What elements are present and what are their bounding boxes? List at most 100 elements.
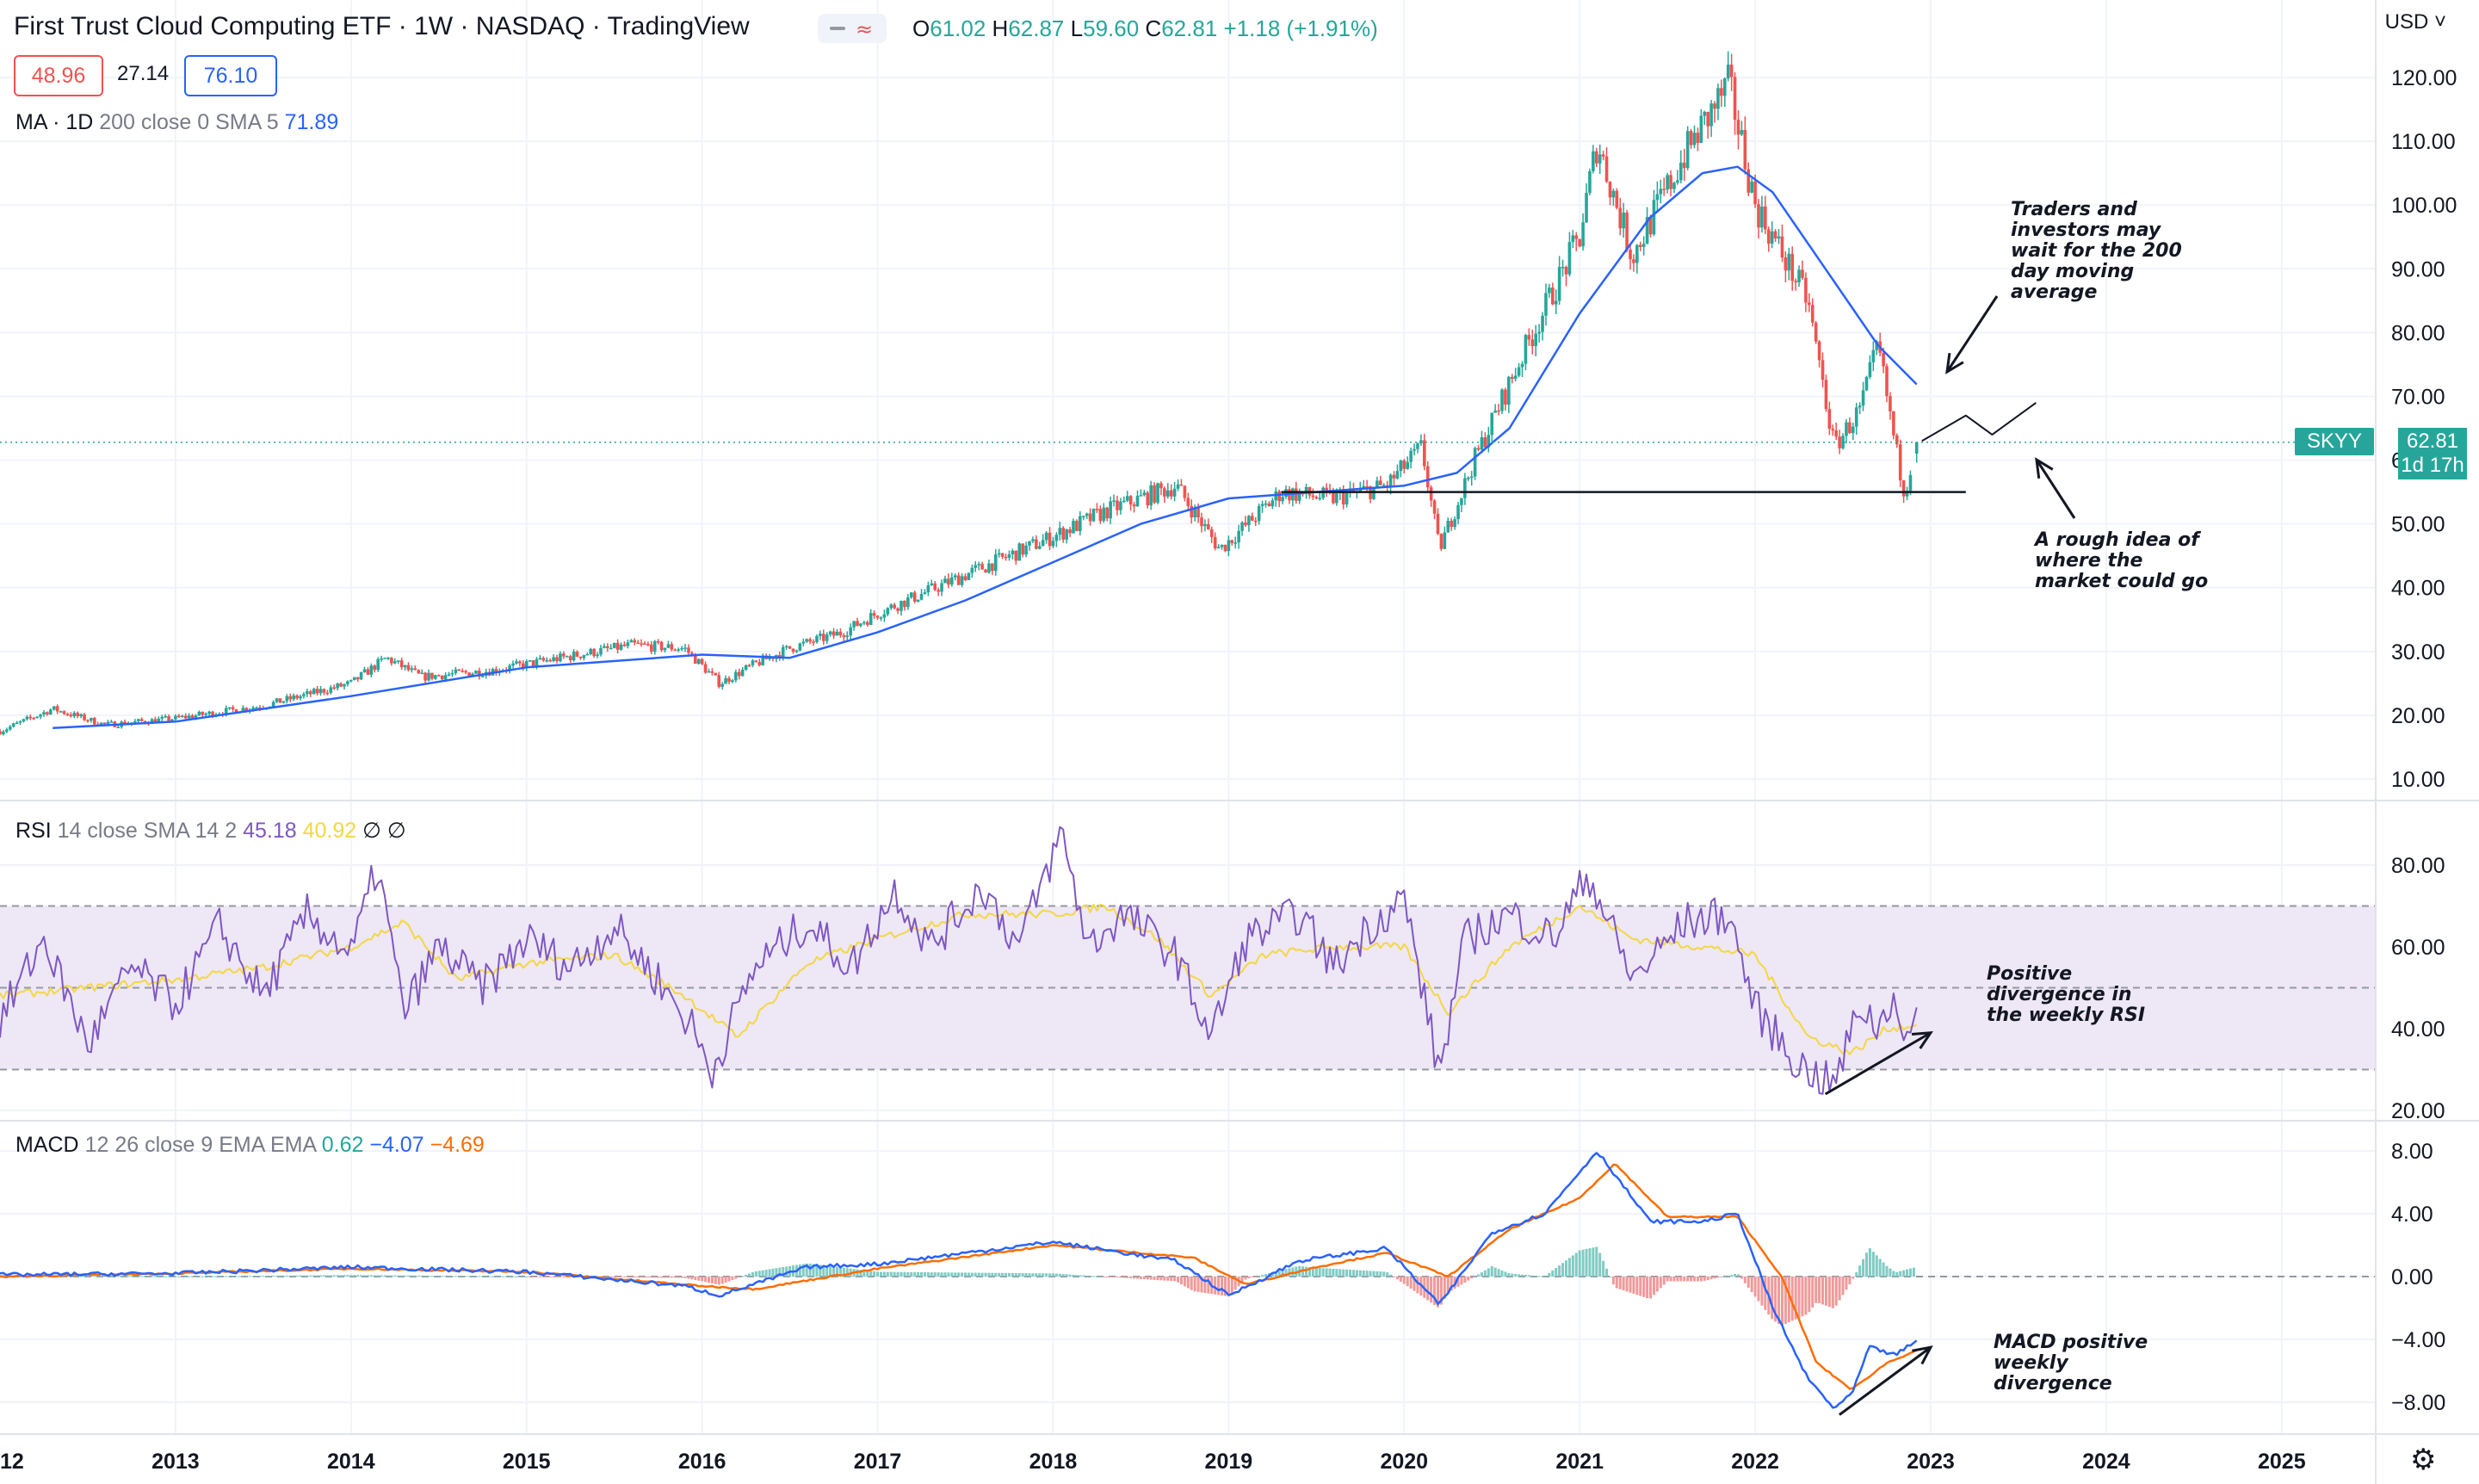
- open-value: 61.02: [930, 15, 986, 41]
- candle-body: [1098, 509, 1103, 522]
- macd-histogram-bar: [457, 1276, 461, 1277]
- candle-body: [99, 722, 103, 726]
- rsi-divergence-arrow: [1824, 1031, 1932, 1096]
- symbol-badge: SKYY: [2295, 428, 2375, 455]
- macd-histogram-bar: [232, 1276, 235, 1277]
- compare-toggle-icon[interactable]: ≈: [818, 14, 887, 43]
- macd-histogram-bar: [275, 1275, 279, 1277]
- candle-body: [1297, 492, 1301, 501]
- candle-body: [1777, 236, 1781, 239]
- macd-histogram-bar: [920, 1271, 924, 1277]
- candle-body: [1864, 376, 1869, 391]
- candle-body: [281, 701, 286, 703]
- candle-body: [306, 691, 309, 695]
- macd-histogram-bar: [1443, 1277, 1446, 1299]
- macd-histogram-bar: [913, 1271, 917, 1277]
- macd-histogram-bar: [842, 1267, 845, 1277]
- macd-histogram-bar: [417, 1275, 420, 1277]
- candle-body: [461, 671, 465, 672]
- macd-histogram-bar: [1139, 1277, 1142, 1279]
- candle-body: [1270, 500, 1275, 507]
- candle-body: [336, 683, 339, 689]
- candle-body: [599, 647, 603, 655]
- macd-histogram-bar: [299, 1275, 302, 1277]
- candle-body: [636, 642, 640, 645]
- rsi-tick-label: 60.00: [2391, 936, 2445, 960]
- candle-body: [1770, 231, 1774, 244]
- candle-body: [251, 708, 255, 710]
- macd-histogram-bar: [1632, 1277, 1635, 1294]
- candle-body: [845, 635, 850, 638]
- macd-histogram-bar: [961, 1272, 964, 1277]
- sell-price-button[interactable]: 48.96: [14, 55, 103, 96]
- candle-body: [869, 613, 873, 625]
- candle-body: [86, 720, 90, 722]
- macd-histogram-bar: [1558, 1265, 1561, 1277]
- candle-body: [318, 689, 323, 694]
- candle-body: [670, 644, 674, 650]
- candle-body: [1105, 507, 1109, 519]
- rsi-legend[interactable]: RSI 14 close SMA 14 2 45.18 40.92 ∅ ∅: [15, 819, 406, 843]
- candle-body: [916, 599, 920, 602]
- macd-histogram-bar: [1017, 1272, 1021, 1277]
- macd-histogram-bar: [1521, 1274, 1524, 1277]
- candle-body: [609, 647, 613, 650]
- settings-gear-icon[interactable]: ⚙: [2410, 1444, 2437, 1476]
- ma-legend[interactable]: MA · 1D 200 close 0 SMA 5 71.89: [15, 110, 339, 134]
- candle-body: [22, 719, 26, 722]
- candle-body: [1102, 507, 1106, 522]
- candle-body: [1808, 302, 1811, 306]
- candle-body: [1615, 190, 1619, 208]
- candle-body: [1017, 543, 1022, 561]
- macd-histogram-bar: [1351, 1270, 1355, 1277]
- macd-tick-label: −8.00: [2391, 1391, 2445, 1415]
- macd-histogram-bar: [1179, 1277, 1183, 1285]
- buy-price-button[interactable]: 76.10: [184, 55, 277, 96]
- candle-body: [1578, 238, 1581, 247]
- candle-body: [197, 711, 201, 716]
- macd-histogram-bar: [717, 1277, 720, 1285]
- candle-body: [312, 689, 316, 695]
- candle-body: [1638, 244, 1642, 247]
- macd-histogram-bar: [926, 1272, 930, 1277]
- macd-histogram-bar: [1193, 1277, 1196, 1292]
- candle-body: [1581, 222, 1585, 247]
- candle-body: [1325, 487, 1328, 491]
- price-tick-label: 120.00: [2391, 66, 2457, 90]
- candle-body: [302, 694, 306, 696]
- svg-text:≈: ≈: [856, 17, 873, 41]
- candle-body: [1388, 474, 1393, 488]
- candle-body: [1456, 504, 1460, 520]
- candle-body: [1662, 189, 1666, 190]
- candle-body: [707, 671, 711, 673]
- candle-body: [1497, 410, 1500, 412]
- candle-body: [1213, 536, 1217, 548]
- macd-histogram-bar: [775, 1268, 778, 1277]
- candle-body: [1423, 440, 1426, 467]
- macd-histogram-bar: [822, 1264, 825, 1277]
- candle-body: [1379, 480, 1382, 485]
- macd-histogram-bar: [1771, 1277, 1774, 1320]
- candle-body: [62, 711, 66, 714]
- candle-body: [515, 661, 518, 664]
- candle-body: [930, 583, 934, 585]
- candle-body: [1784, 257, 1788, 271]
- currency-selector[interactable]: USD ˅: [2384, 10, 2446, 34]
- candle-body: [1625, 212, 1629, 250]
- candle-body: [1889, 396, 1892, 411]
- macd-legend[interactable]: MACD 12 26 close 9 EMA EMA 0.62 −4.07 −4…: [15, 1133, 485, 1157]
- macd-histogram-bar: [782, 1267, 785, 1277]
- candle-body: [842, 635, 846, 638]
- candle-body: [646, 644, 650, 646]
- candle-body: [1007, 553, 1011, 558]
- candle-body: [1726, 65, 1730, 79]
- macd-histogram-bar: [285, 1275, 288, 1277]
- candle-body: [1669, 175, 1672, 189]
- market-annotation: A rough idea of where the market could go: [2035, 529, 2209, 592]
- candle-body: [1116, 500, 1119, 510]
- candle-body: [1757, 204, 1760, 228]
- price-tick-label: 80.00: [2391, 321, 2445, 345]
- candle-body: [241, 708, 245, 713]
- candle-body: [1054, 535, 1059, 541]
